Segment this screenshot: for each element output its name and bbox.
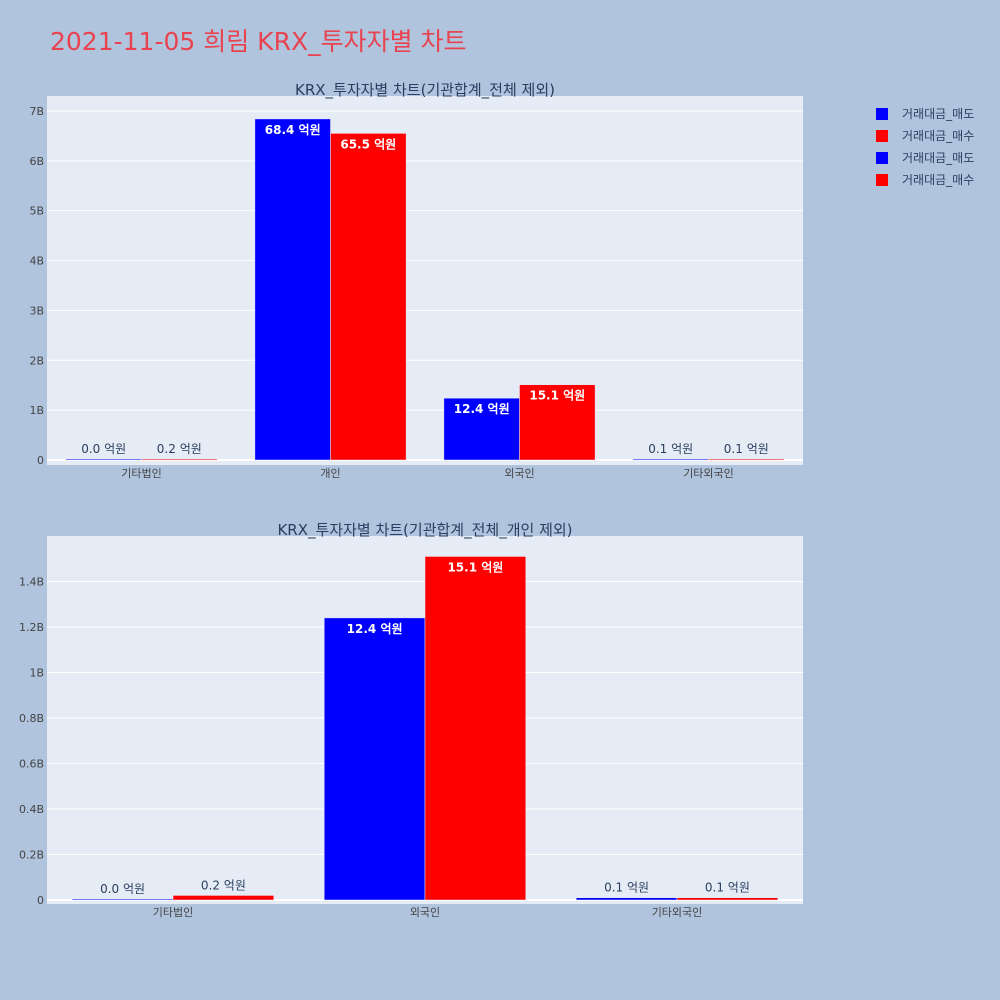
plot-area (47, 96, 803, 465)
y-tick-label: 0.2B (19, 849, 44, 862)
bar[interactable] (323, 617, 426, 901)
legend-label[interactable]: 거래대금_매수 (902, 129, 974, 143)
x-tick-label: 기타법인 (121, 467, 161, 480)
legend-label[interactable]: 거래대금_매도 (902, 151, 974, 165)
bar[interactable] (676, 897, 779, 901)
bar[interactable] (172, 895, 275, 901)
data-label: 65.5 억원 (340, 137, 396, 151)
y-tick-label: 6B (29, 155, 44, 168)
bar[interactable] (141, 458, 218, 461)
y-tick-label: 0.6B (19, 758, 44, 771)
data-label: 68.4 억원 (265, 123, 321, 137)
data-label: 12.4 억원 (347, 622, 403, 636)
subplot-title: KRX_투자자별 차트(기관합계_전체_개인 제외) (277, 521, 572, 540)
y-tick-label: 0.8B (19, 712, 44, 725)
x-tick-label: 외국인 (504, 467, 534, 480)
legend-swatch[interactable] (876, 174, 888, 186)
x-tick-label: 기타법인 (153, 906, 193, 919)
y-tick-label: 1.4B (19, 576, 44, 589)
bar[interactable] (71, 898, 174, 901)
data-label: 0.2 억원 (157, 442, 202, 456)
bar[interactable] (330, 133, 407, 461)
data-label: 0.1 억원 (604, 881, 649, 895)
data-label: 12.4 억원 (454, 402, 510, 416)
x-tick-label: 기타외국인 (683, 467, 734, 480)
y-tick-label: 5B (29, 205, 44, 218)
data-label: 0.2 억원 (201, 878, 246, 892)
legend-swatch[interactable] (876, 108, 888, 120)
x-tick-label: 외국인 (410, 906, 440, 919)
bar[interactable] (424, 556, 527, 901)
bar[interactable] (632, 458, 709, 461)
y-tick-label: 0 (37, 454, 44, 467)
legend-label[interactable]: 거래대금_매도 (902, 107, 974, 121)
data-label: 0.1 억원 (705, 881, 750, 895)
data-label: 0.1 억원 (648, 442, 693, 456)
y-tick-label: 0 (37, 894, 44, 907)
legend-label[interactable]: 거래대금_매수 (902, 173, 974, 187)
bar[interactable] (575, 897, 678, 901)
data-label: 0.0 억원 (100, 882, 145, 896)
legend-swatch[interactable] (876, 130, 888, 142)
bar[interactable] (708, 458, 785, 461)
bar[interactable] (254, 118, 331, 461)
data-label: 0.0 억원 (81, 442, 126, 456)
bar[interactable] (519, 384, 596, 461)
x-tick-label: 개인 (320, 467, 340, 480)
data-label: 15.1 억원 (529, 389, 585, 403)
bar[interactable] (65, 458, 142, 461)
y-tick-label: 3B (29, 304, 44, 317)
y-tick-label: 1B (29, 404, 44, 417)
y-tick-label: 2B (29, 354, 44, 367)
data-label: 15.1 억원 (447, 560, 503, 574)
y-tick-label: 4B (29, 255, 44, 268)
page-title: 2021-11-05 희림 KRX_투자자별 차트 (50, 27, 467, 56)
legend-swatch[interactable] (876, 152, 888, 164)
data-label: 0.1 억원 (724, 442, 769, 456)
y-tick-label: 7B (29, 105, 44, 118)
subplot-title: KRX_투자자별 차트(기관합계_전체 제외) (295, 81, 555, 100)
chart-panel-top: 0 1B 2B 3B 4B 5B 6B 7B KRX_투자자별 차트(기관합계_전체 제외) 기타… (29, 81, 803, 480)
y-tick-label: 0.4B (19, 803, 44, 816)
x-tick-label: 기타외국인 (652, 906, 703, 919)
chart-panel-bottom: 0 0.2B 0.4B 0.6B 0.8B 1B 1.2B 1.4B KRX_투자자별 차트(기… (19, 521, 803, 919)
y-tick-label: 1.2B (19, 621, 44, 634)
y-tick-label: 1B (29, 667, 44, 680)
